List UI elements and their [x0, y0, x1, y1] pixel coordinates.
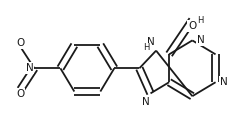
Text: O: O	[16, 89, 25, 99]
Text: N: N	[26, 63, 34, 73]
Text: N: N	[220, 77, 228, 87]
Text: H: H	[198, 16, 204, 25]
Text: N: N	[197, 35, 205, 45]
Text: O: O	[188, 21, 196, 31]
Text: O: O	[16, 38, 25, 48]
Text: H: H	[143, 43, 149, 52]
Text: N: N	[148, 37, 155, 47]
Text: N: N	[142, 97, 150, 107]
